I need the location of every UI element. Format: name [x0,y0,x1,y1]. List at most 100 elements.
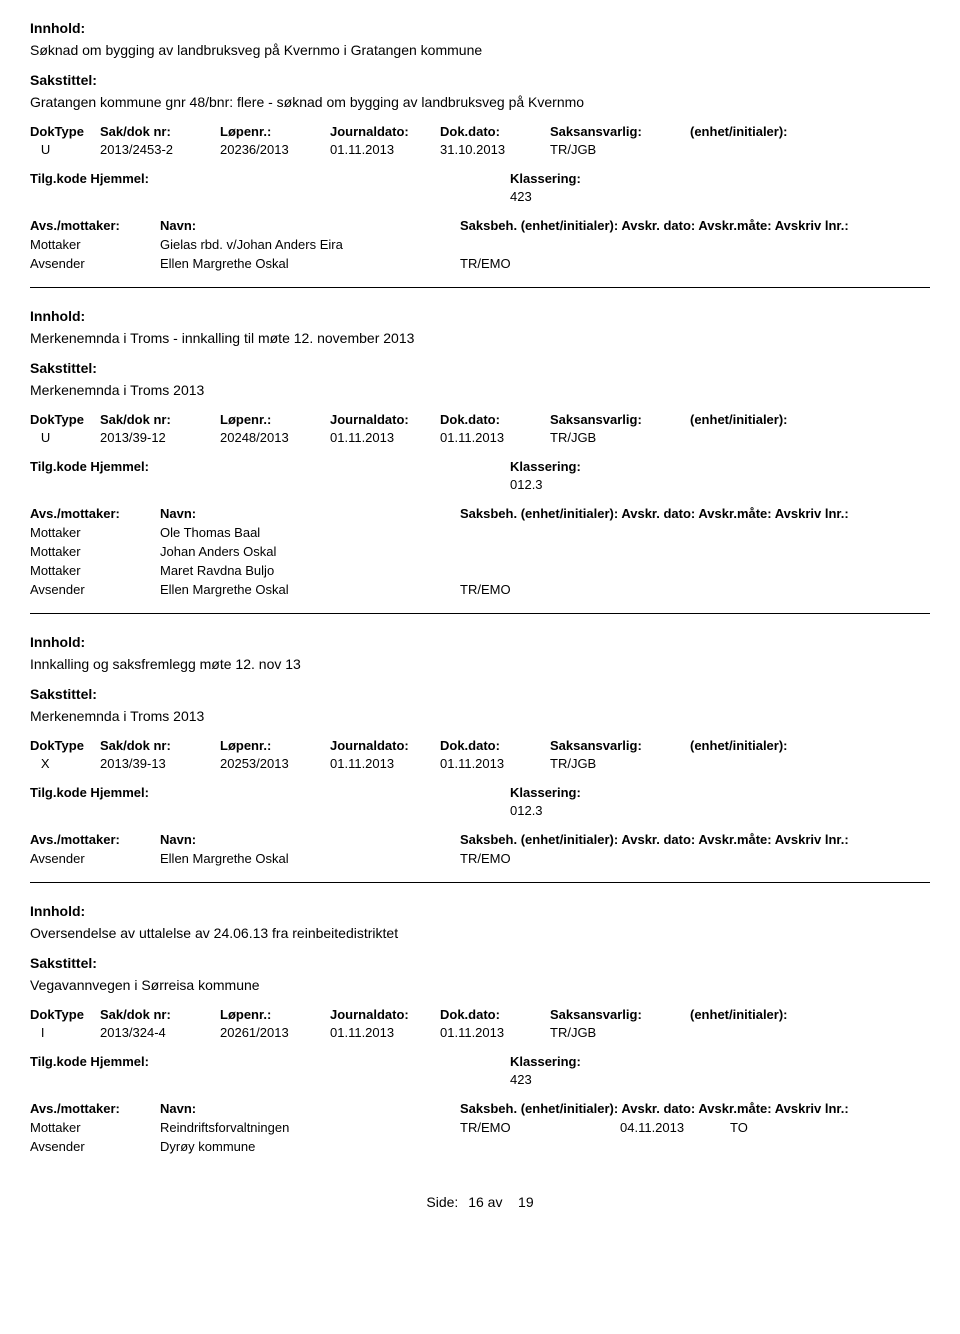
innhold-text: Innkalling og saksfremlegg møte 12. nov … [30,656,930,672]
tilgkode-hjemmel-label: Tilg.kode Hjemmel: [30,171,510,186]
tilg-klass-row: Tilg.kode Hjemmel:Klassering: [30,171,930,186]
party-code: TR/EMO [460,1120,620,1135]
saksbeh-header: Saksbeh. (enhet/initialer): Avskr. dato:… [460,506,930,521]
innhold-text: Søknad om bygging av landbruksveg på Kve… [30,42,930,58]
avsmottaker-label: Avs./mottaker: [30,1101,160,1116]
doc-data-row: U2013/39-1220248/201301.11.201301.11.201… [30,430,930,445]
party-name: Ole Thomas Baal [160,525,460,540]
dokdato-value: 01.11.2013 [440,430,550,445]
lopenr-header: Løpenr.: [220,1007,330,1022]
doktype-value: U [30,430,100,445]
sakdok-value: 2013/324-4 [100,1025,220,1040]
tilg-klass-row: Tilg.kode Hjemmel:Klassering: [30,459,930,474]
innhold-label: Innhold: [30,903,930,919]
party-role: Avsender [30,851,160,866]
saksansvarlig-value: TR/JGB [550,1025,690,1040]
enhet-header: (enhet/initialer): [690,412,850,427]
doc-data-row: X2013/39-1320253/201301.11.201301.11.201… [30,756,930,771]
record-separator [30,613,930,614]
innhold-text: Oversendelse av uttalelse av 24.06.13 fr… [30,925,930,941]
doktype-value: X [30,756,100,771]
footer-av-label: av [488,1194,503,1210]
tilg-klass-row: Tilg.kode Hjemmel:Klassering: [30,1054,930,1069]
avsmottaker-label: Avs./mottaker: [30,832,160,847]
sakstittel-text: Vegavannvegen i Sørreisa kommune [30,977,930,993]
party-row: MottakerGielas rbd. v/Johan Anders Eira [30,237,930,252]
record: Innhold: Merkenemnda i Troms - innkalling… [30,308,930,597]
saksansvarlig-header: Saksansvarlig: [550,124,690,139]
journaldato-header: Journaldato: [330,738,440,753]
tilgkode-hjemmel-label: Tilg.kode Hjemmel: [30,785,510,800]
tilgkode-hjemmel-label: Tilg.kode Hjemmel: [30,1054,510,1069]
klassering-label: Klassering: [510,171,581,186]
doktype-value: U [30,142,100,157]
klassering-label: Klassering: [510,785,581,800]
saksansvarlig-value: TR/JGB [550,142,690,157]
sakstittel-label: Sakstittel: [30,955,930,971]
party-name: Johan Anders Oskal [160,544,460,559]
dokdato-header: Dok.dato: [440,1007,550,1022]
party-row: MottakerMaret Ravdna Buljo [30,563,930,578]
avsmottaker-label: Avs./mottaker: [30,218,160,233]
footer-page: 16 [468,1194,484,1210]
record: Innhold: Søknad om bygging av landbruksve… [30,20,930,271]
party-code: TR/EMO [460,851,620,866]
sakdok-header: Sak/dok nr: [100,738,220,753]
party-name: Reindriftsforvaltningen [160,1120,460,1135]
saksbeh-header: Saksbeh. (enhet/initialer): Avskr. dato:… [460,1101,930,1116]
klassering-value: 012.3 [510,477,543,492]
innhold-label: Innhold: [30,308,930,324]
saksansvarlig-header: Saksansvarlig: [550,738,690,753]
journaldato-header: Journaldato: [330,1007,440,1022]
navn-label: Navn: [160,218,460,233]
enhet-header: (enhet/initialer): [690,124,850,139]
doc-headers-row: DokTypeSak/dok nr:Løpenr.:Journaldato:Do… [30,124,930,139]
saksansvarlig-header: Saksansvarlig: [550,412,690,427]
dokdato-value: 01.11.2013 [440,756,550,771]
party-row: MottakerOle Thomas Baal [30,525,930,540]
klassering-label: Klassering: [510,1054,581,1069]
lopenr-header: Løpenr.: [220,738,330,753]
party-role: Mottaker [30,525,160,540]
sakstittel-text: Merkenemnda i Troms 2013 [30,708,930,724]
sakstittel-label: Sakstittel: [30,360,930,376]
party-row: MottakerJohan Anders Oskal [30,544,930,559]
saksbeh-header: Saksbeh. (enhet/initialer): Avskr. dato:… [460,218,930,233]
party-row: AvsenderDyrøy kommune [30,1139,930,1154]
page-footer: Side: 16 av 19 [30,1194,930,1210]
saksbeh-header: Saksbeh. (enhet/initialer): Avskr. dato:… [460,832,930,847]
party-avskr-mate: TO [730,1120,790,1135]
party-row: AvsenderEllen Margrethe OskalTR/EMO [30,851,930,866]
lopenr-value: 20248/2013 [220,430,330,445]
party-code: TR/EMO [460,582,620,597]
doc-headers-row: DokTypeSak/dok nr:Løpenr.:Journaldato:Do… [30,738,930,753]
klassering-value: 423 [510,189,532,204]
dokdato-header: Dok.dato: [440,412,550,427]
sakstittel-label: Sakstittel: [30,686,930,702]
sakdok-header: Sak/dok nr: [100,1007,220,1022]
avs-mottaker-header: Avs./mottaker:Navn:Saksbeh. (enhet/initi… [30,506,930,521]
navn-label: Navn: [160,1101,460,1116]
innhold-text: Merkenemnda i Troms - innkalling til møt… [30,330,930,346]
innhold-label: Innhold: [30,20,930,36]
record: Innhold:Innkalling og saksfremlegg møte … [30,634,930,866]
dokdato-value: 31.10.2013 [440,142,550,157]
sakdok-value: 2013/39-13 [100,756,220,771]
party-name: Maret Ravdna Buljo [160,563,460,578]
lopenr-header: Løpenr.: [220,412,330,427]
doc-headers-row: DokTypeSak/dok nr:Løpenr.:Journaldato:Do… [30,412,930,427]
avs-mottaker-header: Avs./mottaker:Navn:Saksbeh. (enhet/initi… [30,1101,930,1116]
record: Innhold: Oversendelse av uttalelse av 24.… [30,903,930,1154]
records-container: Innhold: Søknad om bygging av landbruksve… [30,20,930,1154]
party-role: Avsender [30,1139,160,1154]
klassering-value: 423 [510,1072,532,1087]
doc-data-row: U2013/2453-220236/201301.11.201331.10.20… [30,142,930,157]
record-separator [30,882,930,883]
tilgkode-hjemmel-label: Tilg.kode Hjemmel: [30,459,510,474]
sakstittel-label: Sakstittel: [30,72,930,88]
dokdato-value: 01.11.2013 [440,1025,550,1040]
klassering-data-row: 423 [30,1072,930,1087]
party-row: MottakerReindriftsforvaltningenTR/EMO04.… [30,1120,930,1135]
journaldato-value: 01.11.2013 [330,756,440,771]
saksansvarlig-value: TR/JGB [550,430,690,445]
